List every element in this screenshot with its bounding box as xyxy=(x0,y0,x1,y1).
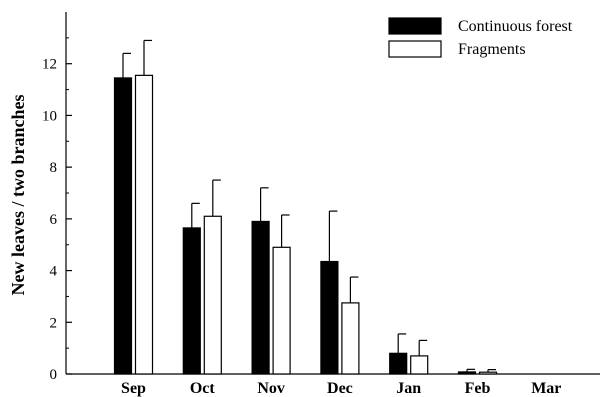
bar-continuous-forest-oct xyxy=(182,227,201,375)
legend-swatch-continuous-forest xyxy=(388,17,442,35)
x-tick-label-oct: Oct xyxy=(190,380,216,397)
legend-label-fragments: Fragments xyxy=(458,41,526,58)
bar-continuous-forest-jan xyxy=(389,352,408,375)
bar-fragments-sep xyxy=(134,74,154,375)
legend: Continuous forest Fragments xyxy=(388,17,573,58)
y-tick-label: 0 xyxy=(50,367,58,383)
x-tick-label-mar: Mar xyxy=(531,380,561,397)
y-axis-ticks: 0 2 4 6 8 10 12 xyxy=(42,37,72,383)
bar-continuous-forest-sep xyxy=(113,77,133,375)
bar-fragments-dec xyxy=(341,302,360,375)
bar-fragments-jan xyxy=(410,355,429,375)
bar-continuous-forest-dec xyxy=(320,260,339,375)
x-tick-label-jan: Jan xyxy=(396,380,421,397)
y-tick-label: 10 xyxy=(42,108,57,124)
bar-fragments-nov xyxy=(272,246,291,375)
x-axis-category-labels: Sep Oct Nov Dec Jan Feb Mar xyxy=(121,380,561,397)
y-tick-label: 12 xyxy=(42,57,57,73)
x-tick-label-dec: Dec xyxy=(327,380,353,397)
x-tick-label-nov: Nov xyxy=(257,380,285,397)
y-tick-label: 8 xyxy=(50,160,58,176)
legend-swatch-fragments xyxy=(388,40,442,58)
x-tick-label-feb: Feb xyxy=(465,380,491,397)
bar-fragments-oct xyxy=(203,215,222,375)
y-tick-label: 2 xyxy=(50,315,58,331)
legend-label-continuous-forest: Continuous forest xyxy=(458,18,573,35)
bar-series xyxy=(113,39,498,375)
x-tick-label-sep: Sep xyxy=(121,380,146,397)
bar-continuous-forest-nov xyxy=(251,220,270,375)
y-tick-label: 4 xyxy=(50,264,58,280)
y-tick-label: 6 xyxy=(50,212,58,228)
y-axis-label: New leaves / two branches xyxy=(8,95,28,296)
bar-fragments-feb xyxy=(478,371,498,375)
bar-continuous-forest-feb xyxy=(457,371,477,375)
